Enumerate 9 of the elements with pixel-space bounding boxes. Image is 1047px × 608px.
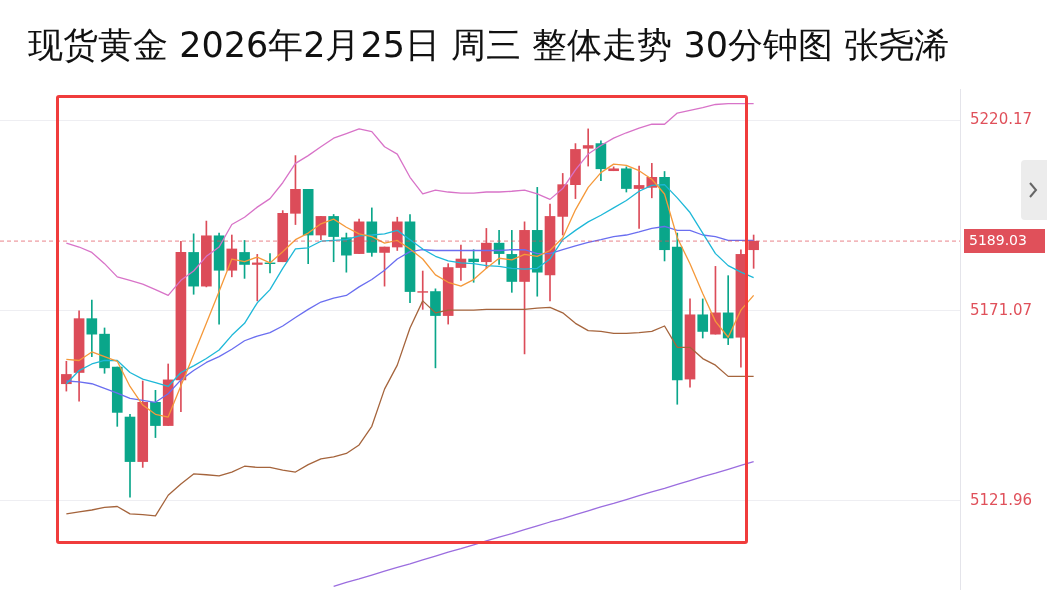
y-tick-label: 5171.07	[970, 300, 1033, 319]
chart-title: 现货黄金 2026年2月25日 周三 整体走势 30分钟图 张尧浠	[28, 24, 950, 67]
y-tick-label: 5121.96	[970, 490, 1033, 509]
candlestick	[417, 270, 429, 310]
candlestick	[633, 165, 645, 229]
candlestick	[251, 254, 263, 302]
candlestick	[582, 128, 594, 167]
ref-line-label: 5189.03	[969, 231, 1027, 248]
y-tick-label: 5220.17	[970, 110, 1033, 129]
